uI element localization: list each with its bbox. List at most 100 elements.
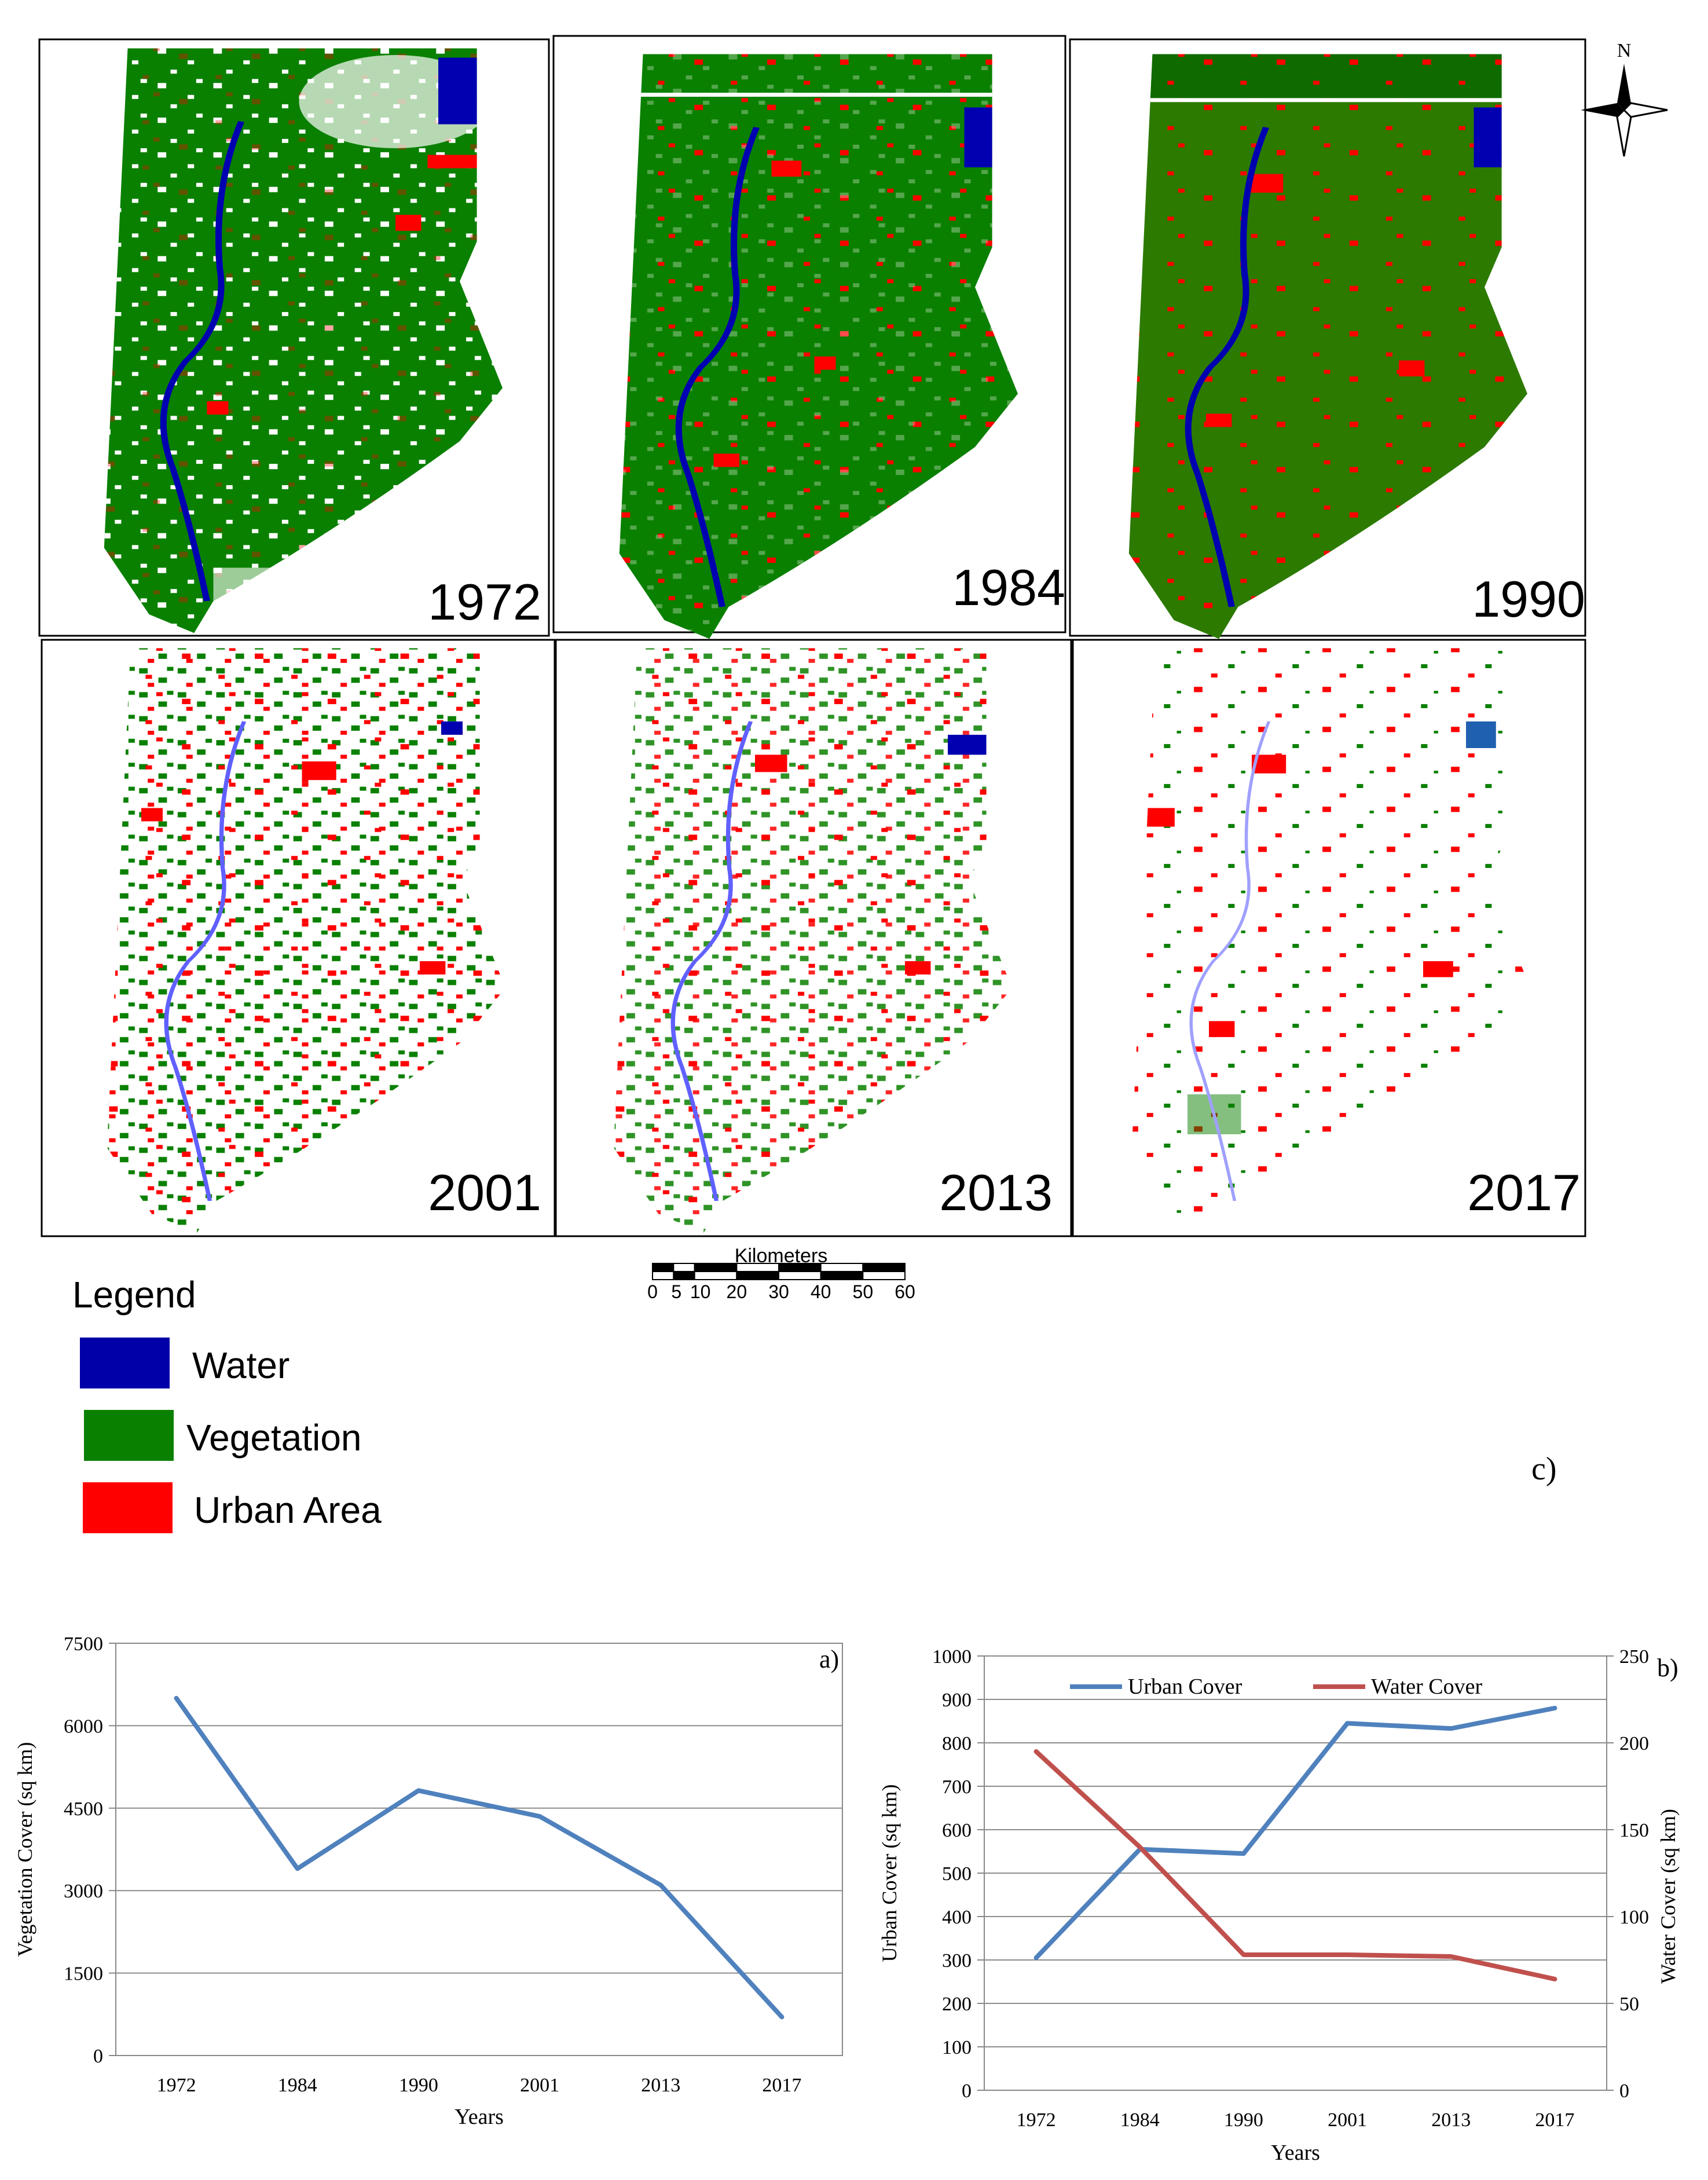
panel-label-c: c) bbox=[1531, 1451, 1557, 1487]
map-year-label: 1984 bbox=[952, 559, 1065, 616]
legend-label: Vegetation bbox=[186, 1417, 362, 1459]
data-point bbox=[781, 2016, 783, 2018]
y-tick-label: 7500 bbox=[64, 1633, 103, 1655]
y-right-tick-label: 0 bbox=[1619, 2080, 1629, 2102]
scale-bar-tick-label: 40 bbox=[811, 1281, 831, 1302]
data-point bbox=[1554, 1979, 1556, 1980]
y-right-tick-label: 200 bbox=[1619, 1733, 1649, 1754]
north-letter: N bbox=[1617, 40, 1632, 61]
map-year-label: 2001 bbox=[428, 1164, 541, 1221]
map-panel-1984: 1984 bbox=[552, 35, 1066, 647]
scale-bar-tick-label: 5 bbox=[671, 1281, 681, 1302]
data-point bbox=[1450, 1728, 1452, 1730]
x-tick-label: 2017 bbox=[762, 2075, 801, 2096]
north-arrow-icon: N bbox=[1581, 40, 1668, 157]
scale-bar-tick-label: 10 bbox=[690, 1281, 711, 1302]
map-year-label: 1990 bbox=[1472, 570, 1585, 628]
y-tick-label: 4500 bbox=[64, 1798, 103, 1820]
panel-label-b: b) bbox=[1657, 1654, 1678, 1682]
scale-bar-segment bbox=[652, 1263, 675, 1272]
x-tick-label: 1990 bbox=[399, 2075, 438, 2096]
legend-swatch-urban-area bbox=[83, 1482, 173, 1533]
y-tick-label: 0 bbox=[93, 2046, 103, 2067]
x-tick-label: 1972 bbox=[157, 2075, 196, 2096]
scale-bar-segment bbox=[673, 1263, 695, 1272]
scale-bar-segment bbox=[778, 1263, 822, 1272]
map-panel-2013: 2013 bbox=[555, 639, 1072, 1241]
map-year-label: 1972 bbox=[428, 573, 541, 631]
legend-swatch-vegetation bbox=[84, 1410, 174, 1461]
scale-bar-segment bbox=[820, 1271, 864, 1280]
x-tick-label: 2001 bbox=[520, 2075, 559, 2096]
chart-a: 0 1500 3000 4500 6000 7500 1972 1984 1990 2001 201… bbox=[13, 1633, 843, 2129]
x-tick-label: 2013 bbox=[1431, 2109, 1471, 2131]
y-tick-label: 800 bbox=[942, 1733, 972, 1754]
legend-label: Water Cover bbox=[1371, 1675, 1482, 1699]
scale-bar-tick-label: 50 bbox=[853, 1281, 874, 1302]
y-axis-label: Vegetation Cover (sq km) bbox=[13, 1742, 36, 1957]
scale-bar-segment bbox=[673, 1271, 695, 1280]
x-tick-label: 2001 bbox=[1328, 2109, 1367, 2131]
data-point bbox=[1450, 1956, 1452, 1957]
y-right-tick-label: 100 bbox=[1619, 1907, 1649, 1928]
data-point bbox=[660, 1884, 662, 1886]
panel-label-a: a) bbox=[819, 1645, 839, 1673]
x-tick-label: 2013 bbox=[641, 2075, 680, 2096]
data-point bbox=[1242, 1954, 1244, 1955]
y-tick-label: 900 bbox=[942, 1690, 972, 1711]
scale-bar-segment bbox=[736, 1271, 780, 1280]
scale-bar-tick-label: 20 bbox=[727, 1281, 747, 1302]
series-line-water-cover bbox=[1033, 1749, 1557, 1981]
scale-bar-segment bbox=[736, 1263, 780, 1272]
map-legend: Legend Water Vegetation Urban Area bbox=[72, 1274, 382, 1533]
data-point bbox=[417, 1790, 419, 1791]
chart-b: 0 100 200 300 400 500 600 700 800 900 1000 0 50 100 15… bbox=[878, 1646, 1680, 2165]
y-tick-label: 100 bbox=[942, 2037, 972, 2058]
x-axis-label: Years bbox=[1271, 2141, 1320, 2165]
x-tick-label: 2017 bbox=[1535, 2109, 1574, 2131]
map-year-label: 2013 bbox=[939, 1164, 1053, 1221]
map-panel-2017: 2017 bbox=[1072, 639, 1586, 1241]
scale-bar-tick-label: 30 bbox=[768, 1281, 789, 1302]
data-point bbox=[1347, 1723, 1348, 1724]
y-tick-label: 600 bbox=[942, 1820, 972, 1841]
data-point bbox=[1242, 1853, 1244, 1855]
y-right-axis-label: Water Cover (sq km) bbox=[1656, 1809, 1680, 1984]
scale-bar-tick-label: 0 bbox=[647, 1281, 658, 1302]
y-tick-label: 400 bbox=[942, 1907, 972, 1928]
legend-label: Urban Cover bbox=[1128, 1675, 1242, 1699]
data-point bbox=[1347, 1954, 1348, 1955]
y-tick-label: 1500 bbox=[64, 1963, 103, 1985]
y-right-tick-label: 50 bbox=[1619, 1994, 1639, 2015]
scale-bar-segment bbox=[862, 1271, 906, 1280]
map-panel-1972: 1972 bbox=[38, 39, 550, 641]
x-tick-label: 1984 bbox=[1120, 2109, 1160, 2131]
series-line-vegetation-cover bbox=[174, 1695, 785, 2020]
x-tick-label: 1972 bbox=[1017, 2109, 1056, 2131]
scale-bar-segment bbox=[694, 1271, 738, 1280]
map-year-label: 2017 bbox=[1467, 1164, 1581, 1221]
scale-bar-segment bbox=[694, 1263, 738, 1272]
y-tick-label: 500 bbox=[942, 1863, 972, 1885]
data-point bbox=[296, 1868, 298, 1870]
scale-bar: Kilometers 0 5 10 20 30 40 50 60 bbox=[647, 1245, 915, 1302]
x-tick-label: 1984 bbox=[278, 2075, 317, 2096]
x-tick-label: 1990 bbox=[1224, 2109, 1263, 2131]
legend-label: Water bbox=[192, 1344, 289, 1386]
legend-swatch-water bbox=[80, 1338, 170, 1388]
data-point bbox=[175, 1697, 177, 1699]
y-axis-label: Urban Cover (sq km) bbox=[878, 1785, 901, 1962]
y-right-tick-label: 150 bbox=[1619, 1820, 1649, 1841]
y-tick-label: 0 bbox=[962, 2080, 972, 2102]
map-panel-1990: 1990 bbox=[1069, 38, 1586, 647]
scale-bar-segment bbox=[652, 1271, 675, 1280]
y-right-tick-label: 250 bbox=[1619, 1646, 1649, 1668]
data-point bbox=[1139, 1846, 1141, 1848]
scale-bar-segment bbox=[778, 1271, 822, 1280]
y-tick-label: 6000 bbox=[64, 1716, 103, 1737]
data-point bbox=[1554, 1708, 1556, 1709]
y-tick-label: 3000 bbox=[64, 1881, 103, 1902]
y-tick-label: 700 bbox=[942, 1776, 972, 1798]
legend-label: Urban Area bbox=[194, 1489, 382, 1531]
